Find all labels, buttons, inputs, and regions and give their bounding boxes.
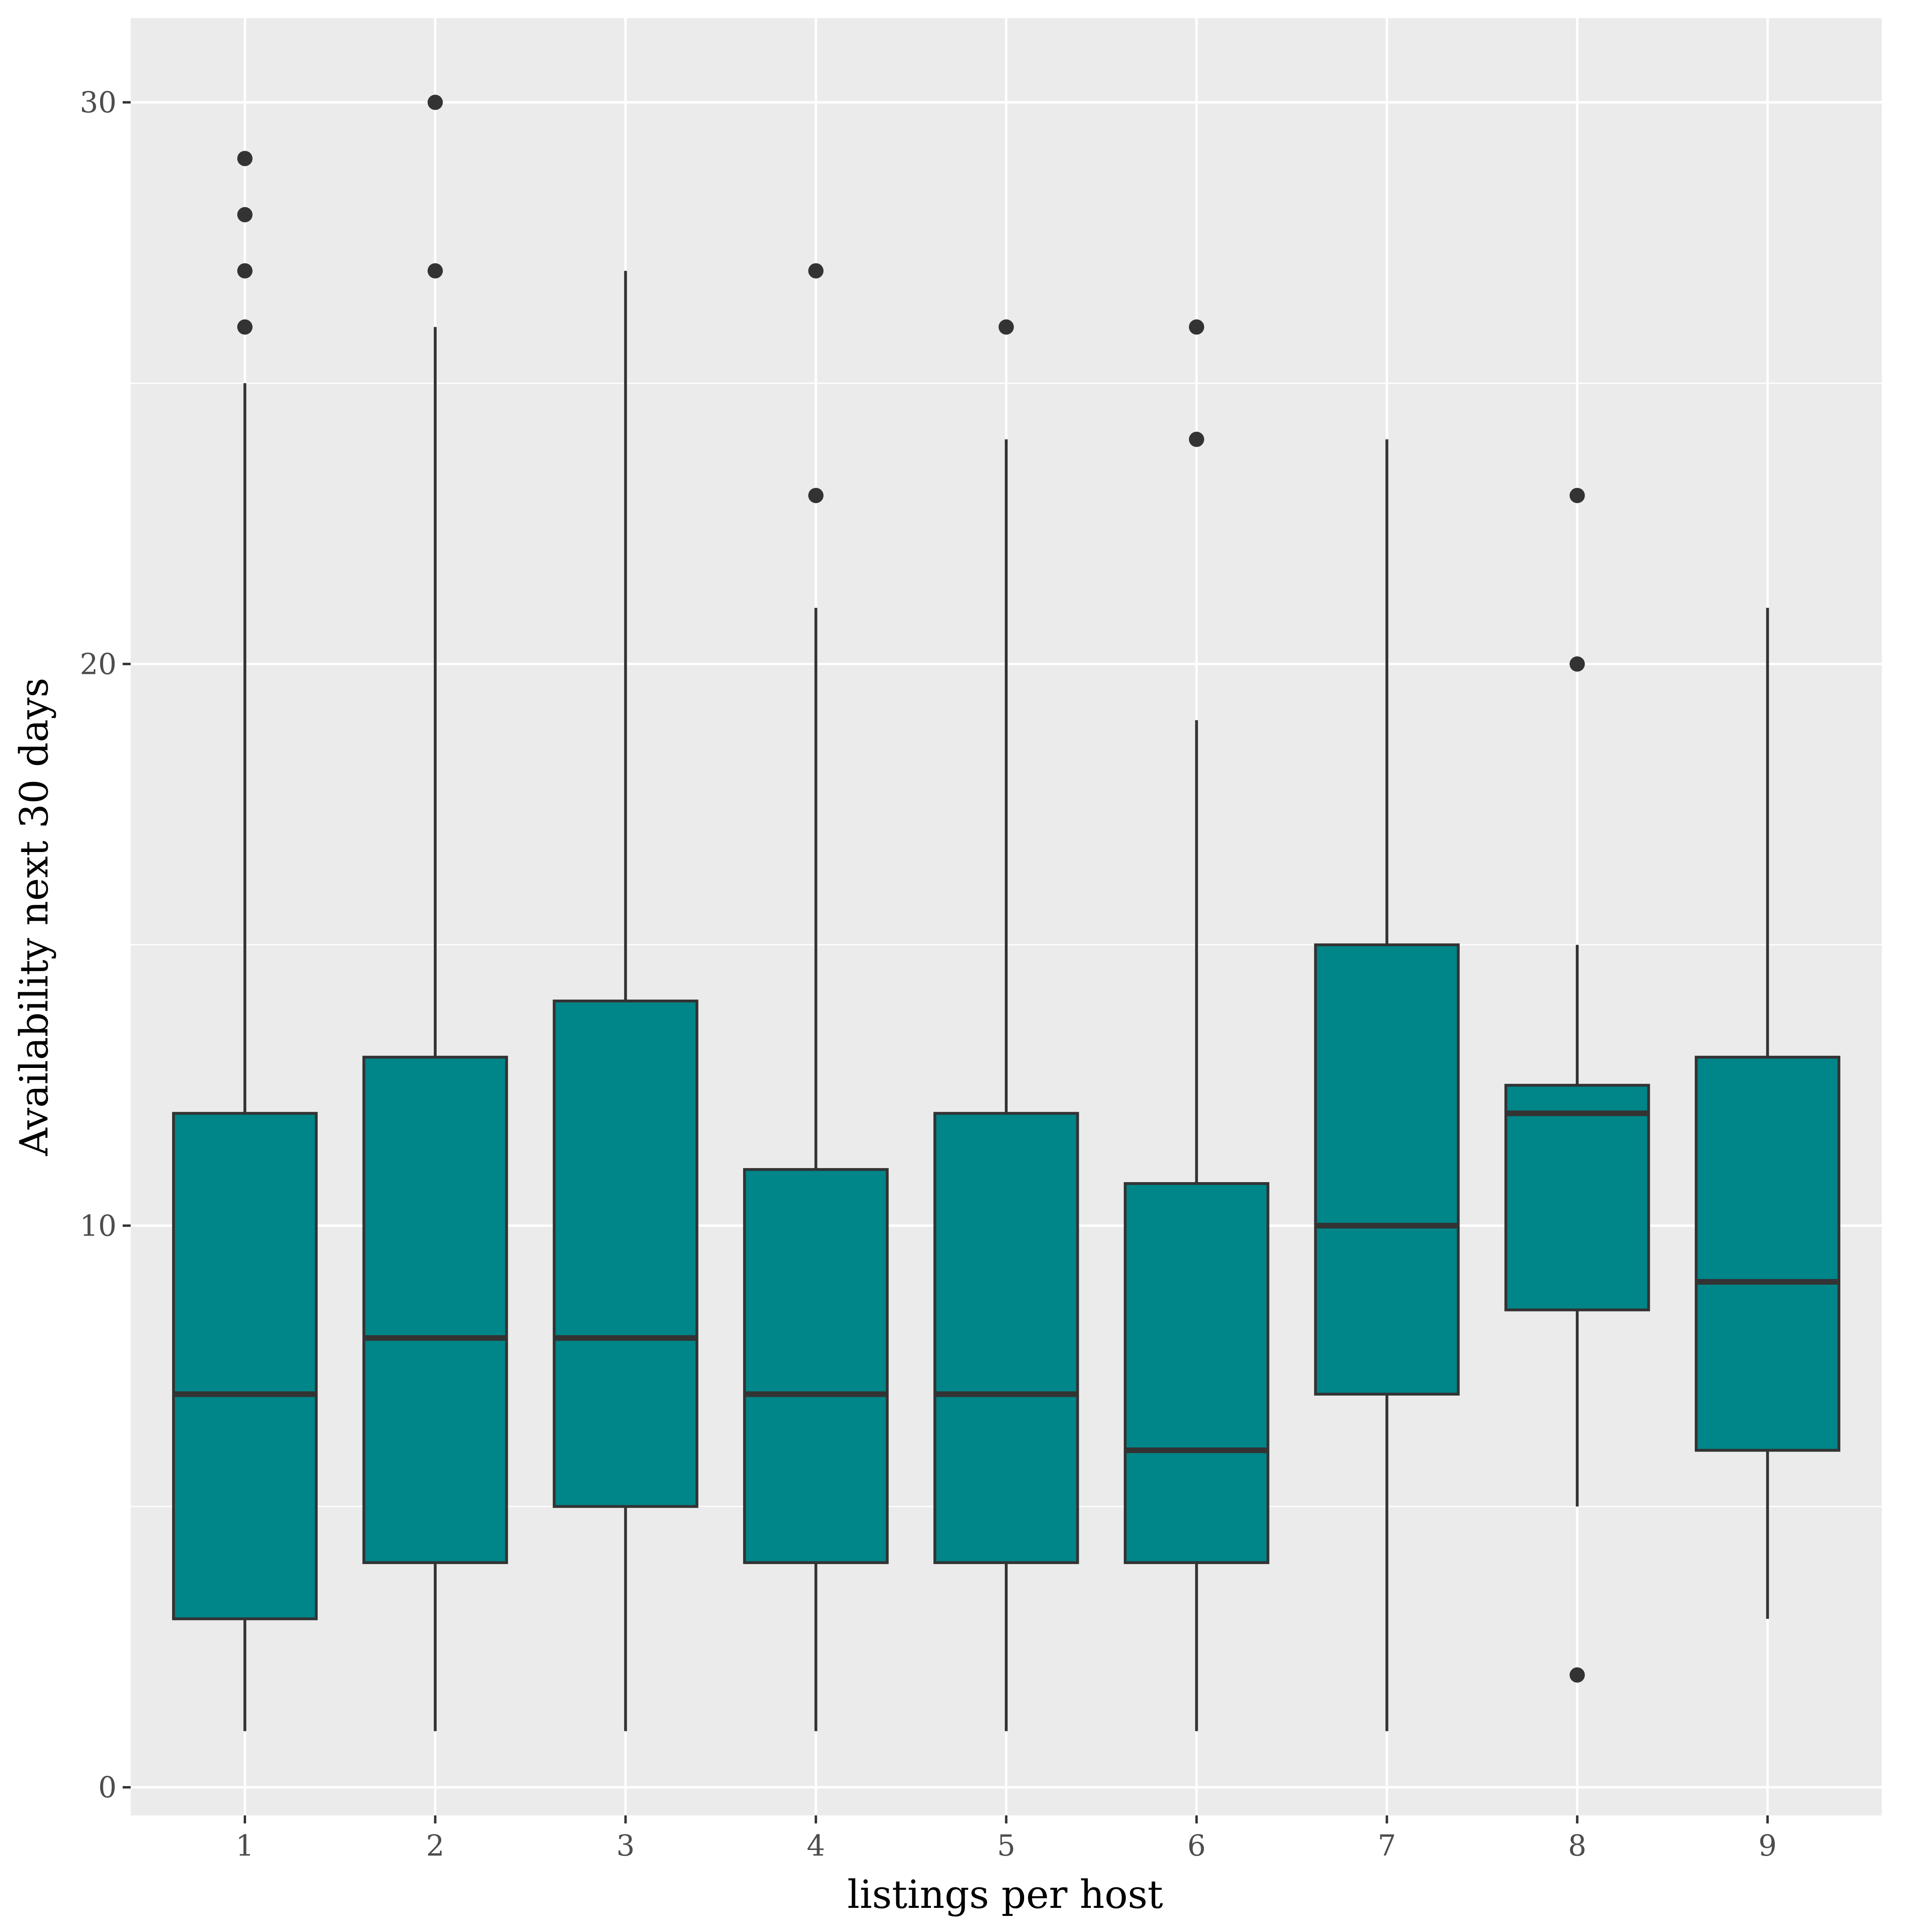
outlier-point — [427, 94, 443, 110]
iqr-box — [1694, 1055, 1840, 1452]
outlier-point — [237, 207, 253, 222]
x-tick-label: 3 — [616, 1829, 635, 1862]
x-axis-title: listings per host — [847, 1872, 1163, 1917]
box-2 — [362, 94, 508, 1731]
box-8 — [1504, 488, 1650, 1683]
outlier-point — [1189, 319, 1204, 335]
outlier-point — [237, 319, 253, 335]
x-tick-label: 6 — [1187, 1829, 1206, 1862]
outlier-point — [1569, 1667, 1585, 1683]
box-1 — [172, 151, 318, 1731]
outlier-point — [427, 263, 443, 279]
x-tick-label: 8 — [1568, 1829, 1587, 1862]
x-tick-label: 9 — [1758, 1829, 1777, 1862]
outlier-point — [237, 151, 253, 166]
outlier-point — [1569, 656, 1585, 672]
outlier-point — [808, 263, 824, 279]
iqr-box — [172, 1112, 318, 1620]
y-tick-label: 20 — [80, 647, 117, 681]
outlier-point — [998, 319, 1014, 335]
iqr-box — [933, 1112, 1079, 1564]
x-tick-label: 5 — [997, 1829, 1016, 1862]
y-tick-label: 30 — [80, 86, 117, 119]
box-3 — [552, 271, 698, 1731]
outlier-point — [237, 263, 253, 279]
box-4 — [743, 263, 889, 1731]
y-tick-label: 10 — [80, 1209, 117, 1242]
box-5 — [933, 319, 1079, 1731]
y-axis-title: Availability next 30 days — [12, 678, 57, 1156]
x-tick-label: 7 — [1378, 1829, 1396, 1862]
y-tick-label: 0 — [98, 1770, 117, 1804]
boxes — [172, 94, 1840, 1731]
x-tick-label: 2 — [426, 1829, 444, 1862]
x-tick-label: 1 — [236, 1829, 254, 1862]
iqr-box — [1314, 943, 1460, 1396]
iqr-box — [1123, 1182, 1269, 1564]
axes: 0 10 20 30 1 2 3 4 5 6 7 8 9 — [80, 86, 1777, 1862]
iqr-box — [743, 1168, 889, 1564]
outlier-point — [808, 488, 824, 503]
iqr-box — [362, 1055, 508, 1564]
iqr-box — [552, 1000, 698, 1508]
outlier-point — [1569, 488, 1585, 503]
box-9 — [1694, 608, 1840, 1619]
box-6 — [1123, 319, 1269, 1731]
iqr-box — [1504, 1084, 1650, 1312]
box-7 — [1314, 439, 1460, 1731]
outlier-point — [1189, 431, 1204, 447]
x-tick-label: 4 — [807, 1829, 825, 1862]
